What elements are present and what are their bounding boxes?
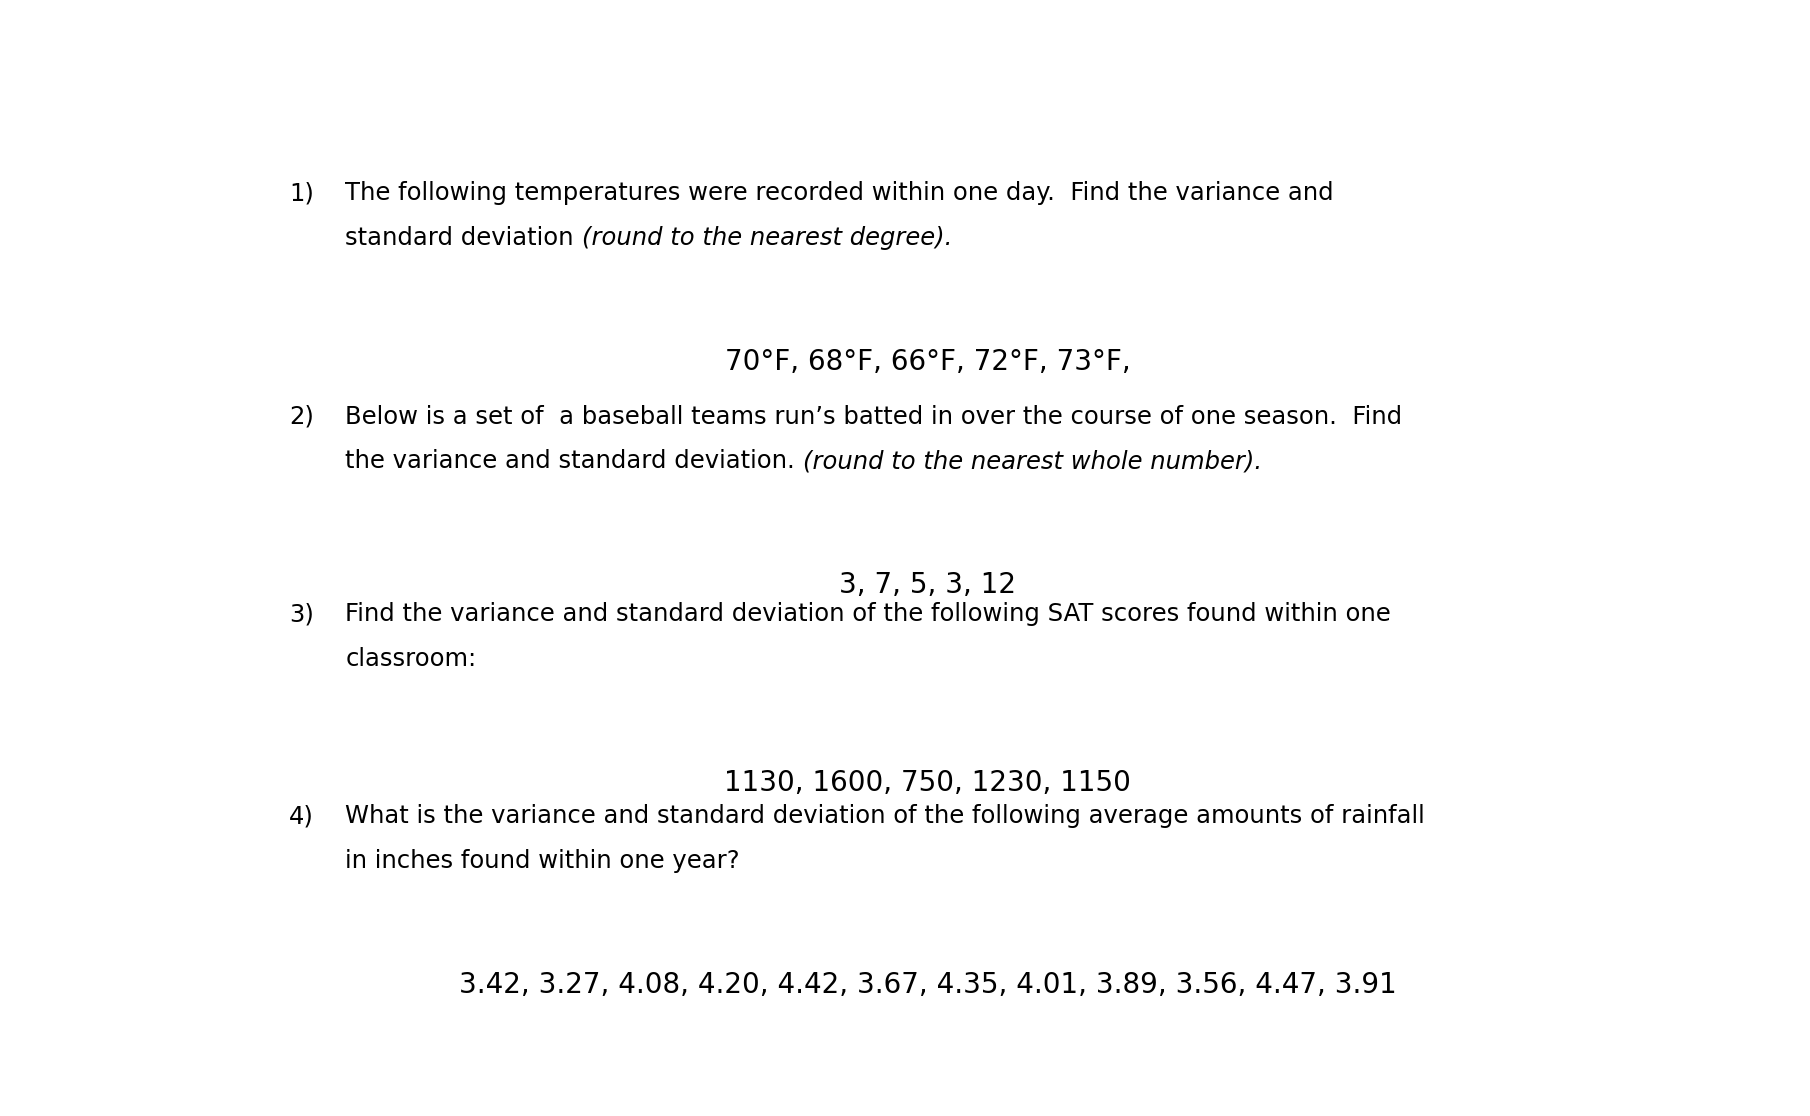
Text: 1130, 1600, 750, 1230, 1150: 1130, 1600, 750, 1230, 1150 — [724, 769, 1131, 797]
Text: Find the variance and standard deviation of the following SAT scores found withi: Find the variance and standard deviation… — [346, 603, 1392, 626]
Text: What is the variance and standard deviation of the following average amounts of : What is the variance and standard deviat… — [346, 805, 1424, 828]
Text: classroom:: classroom: — [346, 647, 476, 671]
Text: 3, 7, 5, 3, 12: 3, 7, 5, 3, 12 — [840, 571, 1015, 599]
Text: 1): 1) — [290, 181, 315, 205]
Text: 4): 4) — [290, 805, 315, 828]
Text: The following temperatures were recorded within one day.  Find the variance and: The following temperatures were recorded… — [346, 181, 1334, 205]
Text: (round to the nearest whole number).: (round to the nearest whole number). — [804, 450, 1262, 473]
Text: Below is a set of  a baseball teams run’s batted in over the course of one seaso: Below is a set of a baseball teams run’s… — [346, 405, 1403, 429]
Text: standard deviation: standard deviation — [346, 225, 581, 250]
Text: the variance and standard deviation.: the variance and standard deviation. — [346, 450, 804, 473]
Text: 3): 3) — [290, 603, 315, 626]
Text: 2): 2) — [290, 405, 315, 429]
Text: in inches found within one year?: in inches found within one year? — [346, 849, 740, 873]
Text: 70°F, 68°F, 66°F, 72°F, 73°F,: 70°F, 68°F, 66°F, 72°F, 73°F, — [724, 348, 1131, 376]
Text: 3.42, 3.27, 4.08, 4.20, 4.42, 3.67, 4.35, 4.01, 3.89, 3.56, 4.47, 3.91: 3.42, 3.27, 4.08, 4.20, 4.42, 3.67, 4.35… — [458, 971, 1397, 999]
Text: (round to the nearest degree).: (round to the nearest degree). — [581, 225, 952, 250]
